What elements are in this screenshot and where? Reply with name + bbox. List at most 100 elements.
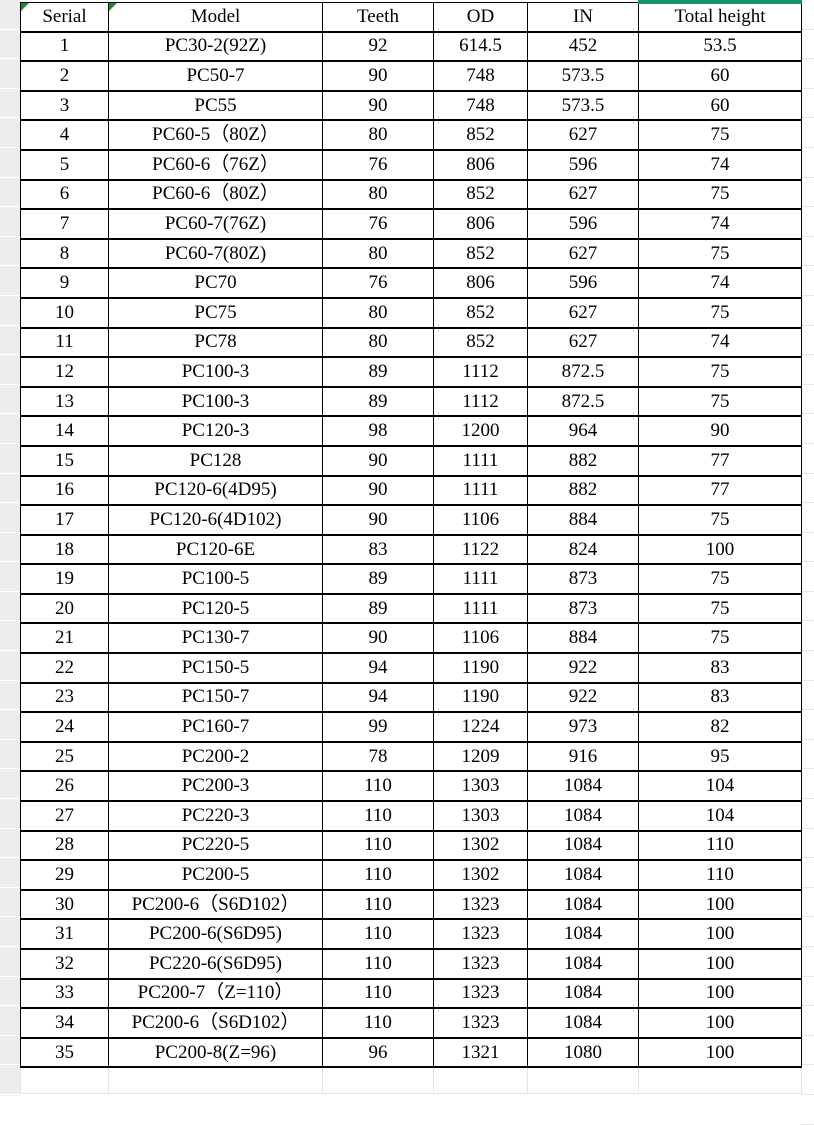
cell-serial[interactable]: 3 [20, 89, 109, 121]
cell-model[interactable]: PC200-5 [108, 859, 323, 891]
cell-total_height[interactable]: 77 [638, 474, 802, 506]
cell-total_height[interactable]: 90 [638, 415, 802, 447]
cell-in[interactable]: 596 [527, 208, 639, 240]
cell-model[interactable]: PC60-6（76Z） [108, 148, 323, 181]
cell-in[interactable]: 627 [527, 178, 639, 210]
cell-serial[interactable]: 11 [20, 326, 109, 358]
cell-serial[interactable]: 22 [20, 652, 109, 684]
table-row[interactable]: 20 PC120-5 89 1111 873 75 [20, 592, 802, 624]
table-row[interactable]: 1 PC30-2(92Z) 92 614.5 452 53.5 [20, 30, 802, 62]
gutter-cell[interactable] [801, 651, 814, 681]
cell-serial[interactable]: 24 [20, 711, 109, 743]
gutter-cell[interactable] [0, 148, 20, 178]
empty-sheet-row[interactable] [20, 1066, 802, 1094]
cell-teeth[interactable]: 80 [322, 326, 434, 358]
cell-model[interactable]: PC220-6(S6D95) [108, 948, 323, 980]
cell-od[interactable]: 1190 [433, 681, 528, 713]
gutter-cell[interactable] [0, 296, 20, 326]
cell-od[interactable]: 1106 [433, 504, 528, 536]
gutter-cell[interactable] [0, 710, 20, 740]
cell-serial[interactable]: 9 [20, 267, 109, 299]
cell-model[interactable]: PC60-7(80Z) [108, 237, 323, 269]
cell-serial[interactable]: 8 [20, 237, 109, 269]
cell-teeth[interactable]: 90 [322, 504, 434, 536]
gutter-cell[interactable] [0, 947, 20, 977]
gutter-cell[interactable] [801, 326, 814, 356]
table-row[interactable]: 16 PC120-6(4D95) 90 1111 882 77 [20, 474, 802, 506]
gutter-cell[interactable] [0, 533, 20, 563]
cell-od[interactable]: 1323 [433, 1007, 528, 1039]
gutter-cell[interactable] [801, 1006, 814, 1036]
cell-model[interactable]: PC78 [108, 326, 323, 358]
cell-total_height[interactable]: 75 [638, 622, 802, 654]
cell-teeth[interactable]: 90 [322, 89, 434, 121]
cell-total_height[interactable]: 75 [638, 356, 802, 388]
gutter-cell[interactable] [801, 355, 814, 385]
gutter-cell[interactable] [801, 681, 814, 711]
table-row[interactable]: 18 PC120-6E 83 1122 824 100 [20, 533, 802, 565]
table-row[interactable]: 14 PC120-3 98 1200 964 90 [20, 415, 802, 447]
gutter-cell[interactable] [801, 503, 814, 533]
cell-od[interactable]: 806 [433, 148, 528, 181]
gutter-cell[interactable] [801, 769, 814, 800]
cell-teeth[interactable]: 80 [322, 119, 434, 151]
gutter-cell[interactable] [801, 1065, 814, 1095]
table-row[interactable]: 8 PC60-7(80Z) 80 852 627 75 [20, 237, 802, 269]
column-header-in[interactable]: IN [527, 1, 639, 33]
gutter-cell[interactable] [801, 621, 814, 652]
cell-in[interactable]: 824 [527, 533, 639, 565]
cell-in[interactable]: 1084 [527, 800, 639, 832]
cell-model[interactable]: PC200-8(Z=96) [108, 1036, 323, 1068]
cell-in[interactable]: 573.5 [527, 60, 639, 92]
cell-model[interactable]: PC200-6(S6D95) [108, 918, 323, 950]
cell-teeth[interactable]: 89 [322, 385, 434, 417]
cell-teeth[interactable]: 90 [322, 474, 434, 506]
gutter-cell[interactable] [801, 30, 814, 60]
cell-od[interactable]: 852 [433, 237, 528, 269]
cell-total_height[interactable]: 77 [638, 444, 802, 476]
gutter-cell[interactable] [0, 444, 20, 474]
cell-teeth[interactable]: 90 [322, 622, 434, 654]
cell-od[interactable]: 1122 [433, 533, 528, 565]
cell-model[interactable]: PC50-7 [108, 60, 323, 92]
table-row[interactable]: 21 PC130-7 90 1106 884 75 [20, 622, 802, 654]
cell-in[interactable]: 884 [527, 622, 639, 654]
cell-model[interactable]: PC60-5（80Z） [108, 119, 323, 151]
cell-serial[interactable]: 27 [20, 800, 109, 832]
cell-total_height[interactable]: 60 [638, 60, 802, 92]
gutter-cell[interactable] [0, 178, 20, 208]
gutter-cell[interactable] [0, 237, 20, 267]
cell-in[interactable]: 627 [527, 326, 639, 358]
cell-total_height[interactable]: 110 [638, 829, 802, 861]
gutter-cell[interactable] [801, 385, 814, 415]
table-row[interactable]: 28 PC220-5 110 1302 1084 110 [20, 829, 802, 861]
cell-od[interactable]: 748 [433, 60, 528, 92]
cell-od[interactable]: 852 [433, 178, 528, 210]
cell-teeth[interactable]: 110 [322, 859, 434, 891]
gutter-cell[interactable] [0, 266, 20, 296]
gutter-cell[interactable] [0, 59, 20, 89]
cell-total_height[interactable]: 82 [638, 711, 802, 743]
cell-total_height[interactable]: 100 [638, 977, 802, 1009]
table-row[interactable]: 25 PC200-2 78 1209 916 95 [20, 740, 802, 772]
cell-in[interactable]: 1084 [527, 859, 639, 891]
table-row[interactable]: 15 PC128 90 1111 882 77 [20, 444, 802, 476]
cell-total_height[interactable]: 75 [638, 119, 802, 151]
cell-in[interactable]: 964 [527, 415, 639, 447]
cell-od[interactable]: 852 [433, 326, 528, 358]
table-row[interactable]: 27 PC220-3 110 1303 1084 104 [20, 800, 802, 832]
cell-serial[interactable]: 28 [20, 829, 109, 861]
cell-teeth[interactable]: 76 [322, 267, 434, 299]
table-row[interactable]: 2 PC50-7 90 748 573.5 60 [20, 60, 802, 92]
empty-cell-model[interactable] [108, 1066, 323, 1094]
table-row[interactable]: 4 PC60-5（80Z） 80 852 627 75 [20, 119, 802, 151]
cell-serial[interactable]: 13 [20, 385, 109, 417]
column-header-teeth[interactable]: Teeth [322, 1, 434, 33]
cell-teeth[interactable]: 89 [322, 592, 434, 624]
gutter-cell[interactable] [0, 503, 20, 533]
cell-serial[interactable]: 26 [20, 770, 109, 802]
cell-od[interactable]: 1106 [433, 622, 528, 654]
cell-serial[interactable]: 33 [20, 977, 109, 1009]
cell-total_height[interactable]: 74 [638, 267, 802, 299]
cell-total_height[interactable]: 83 [638, 652, 802, 684]
